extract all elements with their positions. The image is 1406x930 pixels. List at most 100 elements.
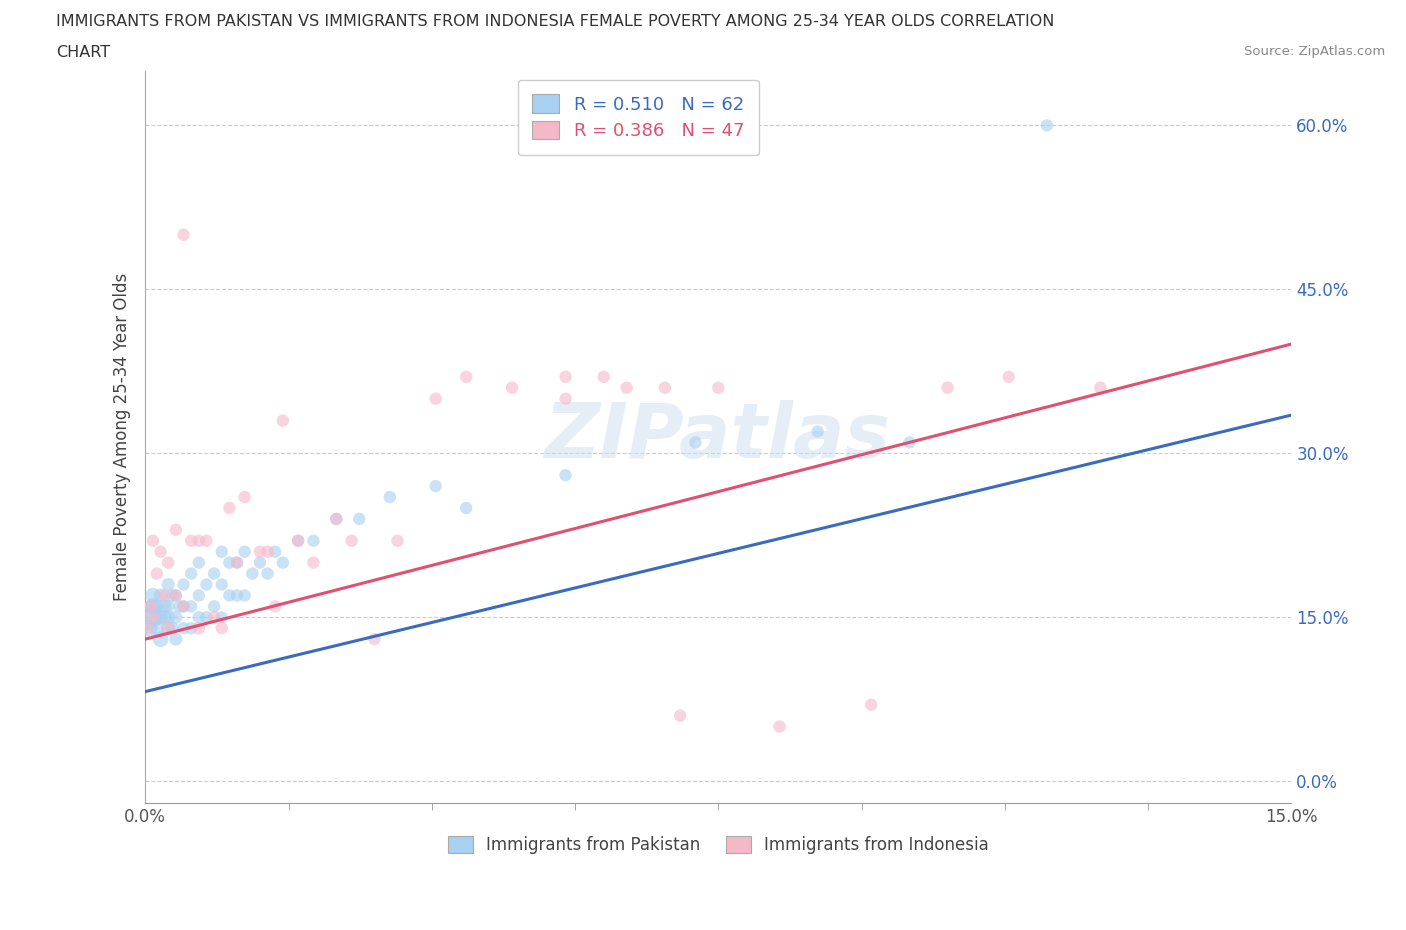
Point xyxy=(1036,118,1059,133)
Point xyxy=(249,555,271,570)
Point xyxy=(187,533,209,548)
Point xyxy=(180,620,202,635)
Point xyxy=(768,719,790,734)
Point xyxy=(501,380,523,395)
Point xyxy=(202,566,225,581)
Point xyxy=(160,620,183,635)
Point xyxy=(157,577,180,591)
Point xyxy=(264,599,287,614)
Point xyxy=(685,435,707,450)
Point xyxy=(142,588,165,603)
Point xyxy=(936,380,959,395)
Point xyxy=(325,512,347,526)
Point xyxy=(165,588,187,603)
Point xyxy=(165,610,187,625)
Point xyxy=(233,544,256,559)
Point xyxy=(146,599,169,614)
Point xyxy=(425,479,447,494)
Point xyxy=(160,588,183,603)
Point xyxy=(211,620,233,635)
Text: CHART: CHART xyxy=(56,45,110,60)
Point xyxy=(211,544,233,559)
Point xyxy=(149,544,172,559)
Point xyxy=(287,533,309,548)
Point xyxy=(349,512,371,526)
Point xyxy=(157,555,180,570)
Point xyxy=(195,610,218,625)
Text: Source: ZipAtlas.com: Source: ZipAtlas.com xyxy=(1244,45,1385,58)
Point xyxy=(271,555,294,570)
Point xyxy=(157,610,180,625)
Point xyxy=(180,533,202,548)
Point xyxy=(226,555,249,570)
Point xyxy=(387,533,409,548)
Point xyxy=(554,369,576,384)
Point xyxy=(165,631,187,646)
Point xyxy=(135,610,157,625)
Point xyxy=(142,610,165,625)
Point xyxy=(149,610,172,625)
Point xyxy=(302,533,325,548)
Point xyxy=(153,599,176,614)
Point xyxy=(149,631,172,646)
Point xyxy=(195,577,218,591)
Point xyxy=(187,555,209,570)
Point xyxy=(1090,380,1112,395)
Point xyxy=(378,489,401,504)
Point xyxy=(325,512,347,526)
Text: IMMIGRANTS FROM PAKISTAN VS IMMIGRANTS FROM INDONESIA FEMALE POVERTY AMONG 25-34: IMMIGRANTS FROM PAKISTAN VS IMMIGRANTS F… xyxy=(56,14,1054,29)
Legend: Immigrants from Pakistan, Immigrants from Indonesia: Immigrants from Pakistan, Immigrants fro… xyxy=(441,830,995,860)
Point xyxy=(149,588,172,603)
Point xyxy=(146,620,169,635)
Point xyxy=(264,544,287,559)
Point xyxy=(807,424,830,439)
Point xyxy=(180,566,202,581)
Point xyxy=(456,369,478,384)
Point xyxy=(153,588,176,603)
Point xyxy=(218,555,240,570)
Point xyxy=(226,555,249,570)
Point xyxy=(302,555,325,570)
Text: ZIPatlas: ZIPatlas xyxy=(546,400,891,474)
Point xyxy=(165,588,187,603)
Point xyxy=(173,577,195,591)
Point xyxy=(592,369,614,384)
Point xyxy=(142,533,165,548)
Point xyxy=(180,599,202,614)
Point xyxy=(860,698,883,712)
Point xyxy=(997,369,1019,384)
Point xyxy=(153,610,176,625)
Point xyxy=(287,533,309,548)
Point xyxy=(256,566,278,581)
Point xyxy=(173,227,195,242)
Point xyxy=(157,620,180,635)
Point xyxy=(654,380,676,395)
Point xyxy=(218,500,240,515)
Point xyxy=(707,380,730,395)
Point xyxy=(141,599,163,614)
Point xyxy=(554,468,576,483)
Point xyxy=(136,620,159,635)
Point xyxy=(187,588,209,603)
Point xyxy=(249,544,271,559)
Point xyxy=(173,620,195,635)
Point xyxy=(425,392,447,406)
Point xyxy=(165,523,187,538)
Point xyxy=(202,610,225,625)
Point xyxy=(138,620,160,635)
Point xyxy=(157,599,180,614)
Point xyxy=(256,544,278,559)
Point xyxy=(898,435,921,450)
Point xyxy=(142,610,165,625)
Point xyxy=(146,566,169,581)
Point xyxy=(142,599,165,614)
Point xyxy=(202,599,225,614)
Point xyxy=(195,533,218,548)
Point xyxy=(456,500,478,515)
Point xyxy=(218,588,240,603)
Point xyxy=(271,413,294,428)
Y-axis label: Female Poverty Among 25-34 Year Olds: Female Poverty Among 25-34 Year Olds xyxy=(114,272,131,601)
Point xyxy=(187,620,209,635)
Point xyxy=(554,392,576,406)
Point xyxy=(240,566,263,581)
